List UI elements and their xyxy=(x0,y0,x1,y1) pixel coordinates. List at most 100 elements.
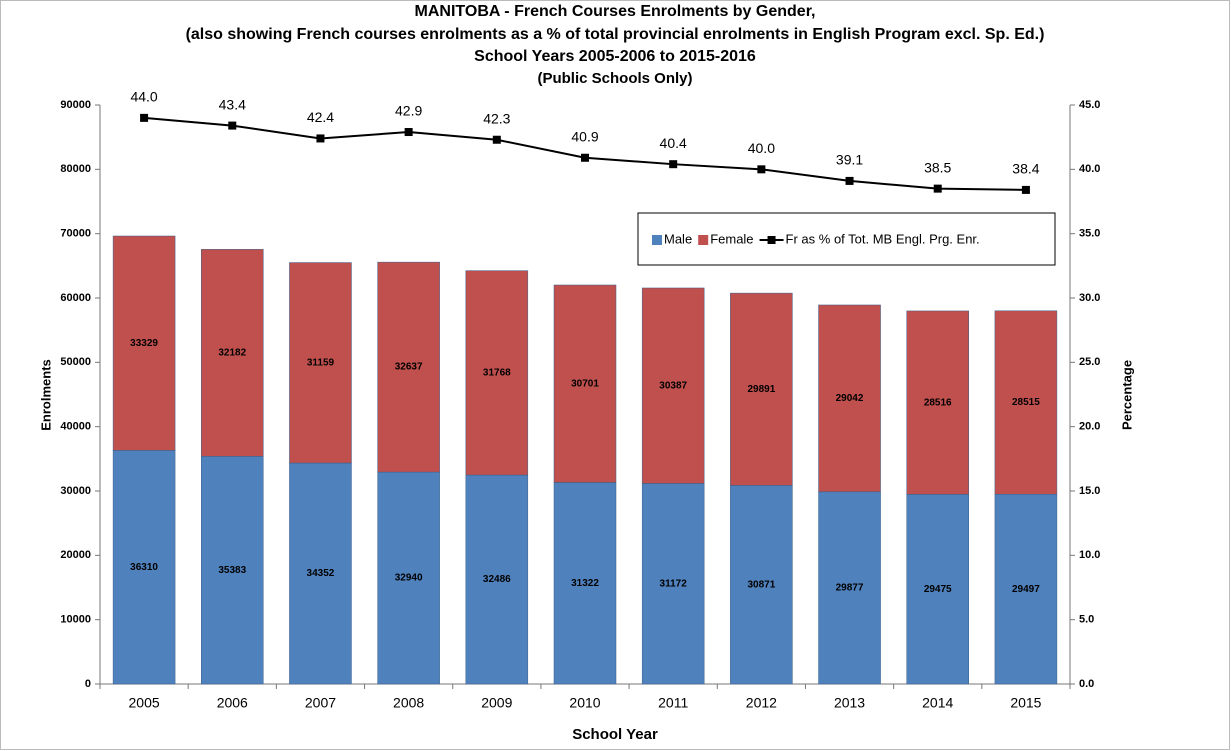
chart-subtitle: (Public Schools Only) xyxy=(537,70,692,87)
y2-tick-label: 35.0 xyxy=(1079,228,1100,240)
y2-tick-label: 40.0 xyxy=(1079,163,1100,175)
bar xyxy=(818,491,881,685)
bar xyxy=(112,235,176,451)
line-label: 40.4 xyxy=(660,135,687,151)
y-tick-label: 0 xyxy=(85,678,91,690)
bar xyxy=(289,462,352,685)
legend-label: Fr as % of Tot. MB Engl. Prg. Enr. xyxy=(786,231,980,246)
bar xyxy=(641,483,705,685)
y2-tick-label: 0.0 xyxy=(1079,678,1094,690)
x-tick-label: 2007 xyxy=(305,695,336,711)
x-tick-label: 2012 xyxy=(746,695,777,711)
bar xyxy=(906,310,969,495)
bar xyxy=(994,310,1058,495)
data-label: 30701 xyxy=(571,378,599,389)
data-label: 36310 xyxy=(130,562,158,573)
y-tick-label: 40000 xyxy=(60,421,91,433)
line-marker xyxy=(1021,185,1030,194)
y-tick-label: 30000 xyxy=(60,485,91,497)
x-tick-label: 2009 xyxy=(481,695,512,711)
data-label: 29497 xyxy=(1012,584,1040,595)
line-label: 43.4 xyxy=(219,96,246,112)
bar xyxy=(201,249,264,457)
data-label: 28516 xyxy=(924,397,952,408)
y-tick-label: 20000 xyxy=(60,549,91,561)
y-tick-label: 50000 xyxy=(60,356,91,368)
x-tick-label: 2013 xyxy=(834,695,865,711)
bar xyxy=(553,482,617,685)
data-label: 31768 xyxy=(483,367,511,378)
line-marker xyxy=(228,121,237,130)
x-axis-label: School Year xyxy=(572,726,658,743)
line-marker xyxy=(140,113,149,122)
bar xyxy=(289,262,352,464)
line-label: 44.0 xyxy=(130,89,157,105)
x-tick-label: 2015 xyxy=(1010,695,1041,711)
y2-axis-label: Percentage xyxy=(1119,360,1134,430)
bar xyxy=(906,494,969,685)
y-tick-label: 90000 xyxy=(60,99,91,111)
bar xyxy=(818,304,881,493)
line-label: 42.9 xyxy=(395,103,422,119)
line-label: 38.4 xyxy=(1012,161,1039,177)
x-tick-label: 2014 xyxy=(922,695,953,711)
legend-swatch xyxy=(652,235,662,245)
line-label: 40.9 xyxy=(571,128,598,144)
line-marker xyxy=(581,153,589,162)
x-tick-label: 2010 xyxy=(569,695,600,711)
y2-tick-label: 15.0 xyxy=(1079,485,1100,497)
data-label: 34352 xyxy=(307,568,335,579)
x-tick-label: 2008 xyxy=(393,695,424,711)
legend-swatch xyxy=(698,235,709,245)
line-marker xyxy=(404,128,413,137)
data-label: 33329 xyxy=(130,338,158,349)
y2-tick-label: 30.0 xyxy=(1079,292,1100,304)
y2-tick-label: 20.0 xyxy=(1079,421,1100,433)
y-tick-label: 80000 xyxy=(60,163,91,175)
bar xyxy=(465,474,529,685)
bar xyxy=(465,270,529,476)
y-tick-label: 60000 xyxy=(60,292,91,304)
line-label: 42.3 xyxy=(483,110,510,126)
legend-label: Male xyxy=(664,231,692,246)
data-label: 32182 xyxy=(218,347,246,358)
x-tick-label: 2006 xyxy=(217,695,248,711)
data-label: 35383 xyxy=(218,565,246,576)
data-label: 31172 xyxy=(660,578,688,589)
line-label: 38.5 xyxy=(924,159,951,175)
data-label: 28515 xyxy=(1012,397,1040,408)
y2-tick-label: 5.0 xyxy=(1079,614,1094,626)
y-tick-label: 10000 xyxy=(60,614,91,626)
line-marker xyxy=(492,135,501,144)
bar xyxy=(553,284,617,483)
x-tick-label: 2005 xyxy=(129,695,160,711)
y2-tick-label: 25.0 xyxy=(1079,356,1100,368)
data-label: 29475 xyxy=(924,584,952,595)
bar xyxy=(730,485,793,685)
data-label: 29877 xyxy=(836,583,864,594)
data-label: 29042 xyxy=(836,393,864,404)
bar xyxy=(377,261,440,473)
bar xyxy=(730,292,793,486)
data-label: 31159 xyxy=(307,357,335,368)
bar xyxy=(112,450,176,685)
line-marker xyxy=(845,176,854,185)
chart-subtitle: (also showing French courses enrolments … xyxy=(186,26,1045,43)
y-axis-label: Enrolments xyxy=(38,359,53,431)
data-label: 30387 xyxy=(659,380,687,391)
line-marker xyxy=(933,184,942,193)
line-label: 40.0 xyxy=(748,140,775,156)
data-label: 29891 xyxy=(747,384,775,395)
chart-title: MANITOBA - French Courses Enrolments by … xyxy=(415,3,816,20)
bar xyxy=(994,493,1058,685)
line-label: 42.4 xyxy=(307,109,334,125)
y-tick-label: 70000 xyxy=(60,228,91,240)
data-label: 31322 xyxy=(571,578,599,589)
line-marker xyxy=(316,134,325,143)
line-marker xyxy=(669,160,678,169)
bar xyxy=(641,287,705,484)
y2-tick-label: 10.0 xyxy=(1079,549,1100,561)
bar xyxy=(377,471,440,685)
bar xyxy=(201,456,264,685)
